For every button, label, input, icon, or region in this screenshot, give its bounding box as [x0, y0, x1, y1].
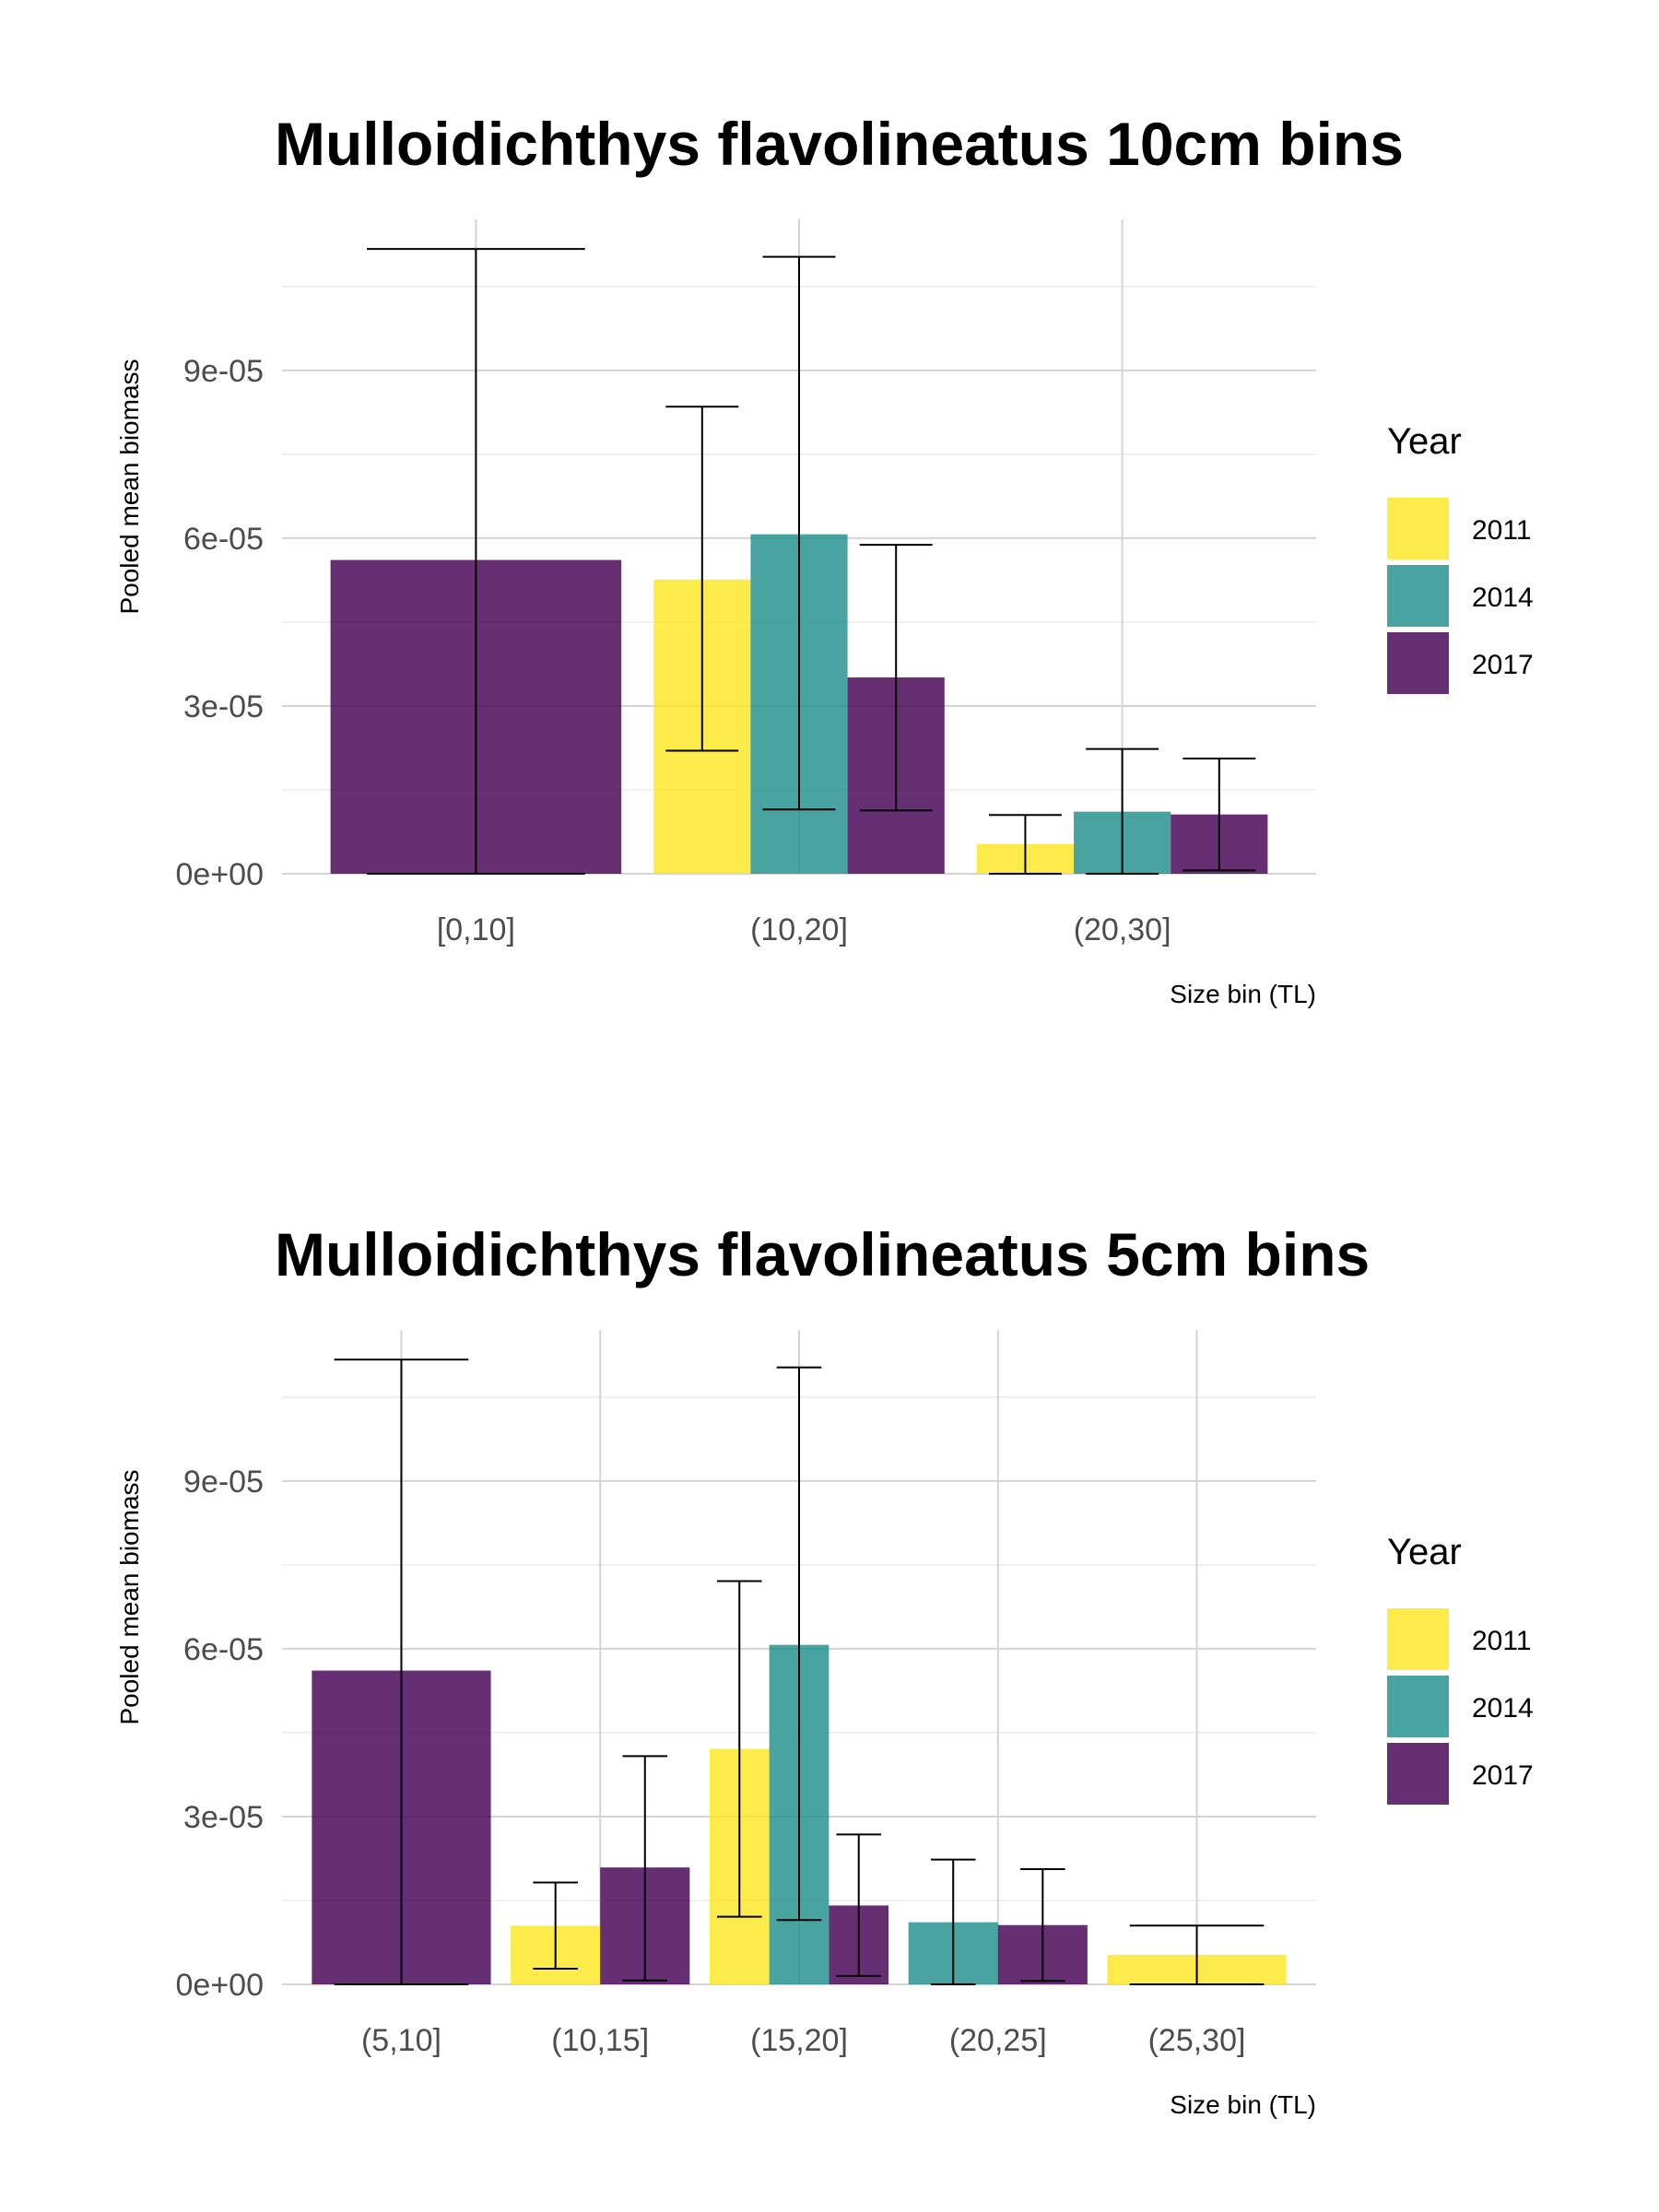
legend-swatch [1387, 1608, 1449, 1670]
legend-swatch [1387, 632, 1449, 694]
x-axis-label: Size bin (TL) [1170, 2090, 1316, 2119]
y-tick-label: 0e+00 [176, 857, 265, 892]
y-axis-label: Pooled mean biomass [115, 1469, 144, 1724]
x-tick-label: (10,15] [551, 2023, 649, 2058]
legend-swatch [1387, 498, 1449, 559]
legend-swatch [1387, 565, 1449, 627]
legend-label: 2014 [1472, 1693, 1534, 1724]
x-tick-label: (20,25] [949, 2023, 1047, 2058]
chart-title: Mulloidichthys flavolineatus 5cm bins [275, 1220, 1371, 1288]
y-tick-label: 0e+00 [176, 1968, 265, 2003]
legend-title: Year [1387, 1532, 1462, 1572]
y-tick-label: 3e-05 [183, 689, 264, 724]
legend-swatch [1387, 1743, 1449, 1805]
legend-label: 2017 [1472, 650, 1534, 680]
y-tick-label: 3e-05 [183, 1800, 264, 1835]
y-tick-label: 6e-05 [183, 1632, 264, 1667]
chart-title: Mulloidichthys flavolineatus 10cm bins [275, 110, 1404, 178]
y-tick-label: 6e-05 [183, 522, 264, 557]
x-tick-label: (10,20] [750, 912, 848, 947]
x-tick-label: (25,30] [1148, 2023, 1246, 2058]
x-tick-label: (5,10] [361, 2023, 441, 2058]
legend-title: Year [1387, 421, 1462, 462]
y-tick-label: 9e-05 [183, 1465, 264, 1500]
legend-swatch [1387, 1676, 1449, 1737]
x-tick-label: (20,30] [1074, 912, 1171, 947]
y-axis-label: Pooled mean biomass [115, 359, 144, 614]
legend-label: 2011 [1472, 1626, 1532, 1656]
y-tick-label: 9e-05 [183, 354, 264, 389]
x-tick-label: (15,20] [750, 2023, 848, 2058]
legend-label: 2014 [1472, 582, 1534, 613]
bar-chart-10cm: 0e+00 3e-05 6e-05 9e-05 [0,10] (10,20] (20,30]… [115, 219, 1534, 1008]
x-axis-label: Size bin (TL) [1170, 980, 1316, 1008]
legend-label: 2017 [1472, 1760, 1534, 1791]
x-tick-label: [0,10] [437, 912, 515, 947]
legend-label: 2011 [1472, 515, 1532, 546]
bar-chart-5cm: 0e+00 3e-05 6e-05 9e-05 (5,10] (10,15] (15,20]… [115, 1330, 1534, 2119]
